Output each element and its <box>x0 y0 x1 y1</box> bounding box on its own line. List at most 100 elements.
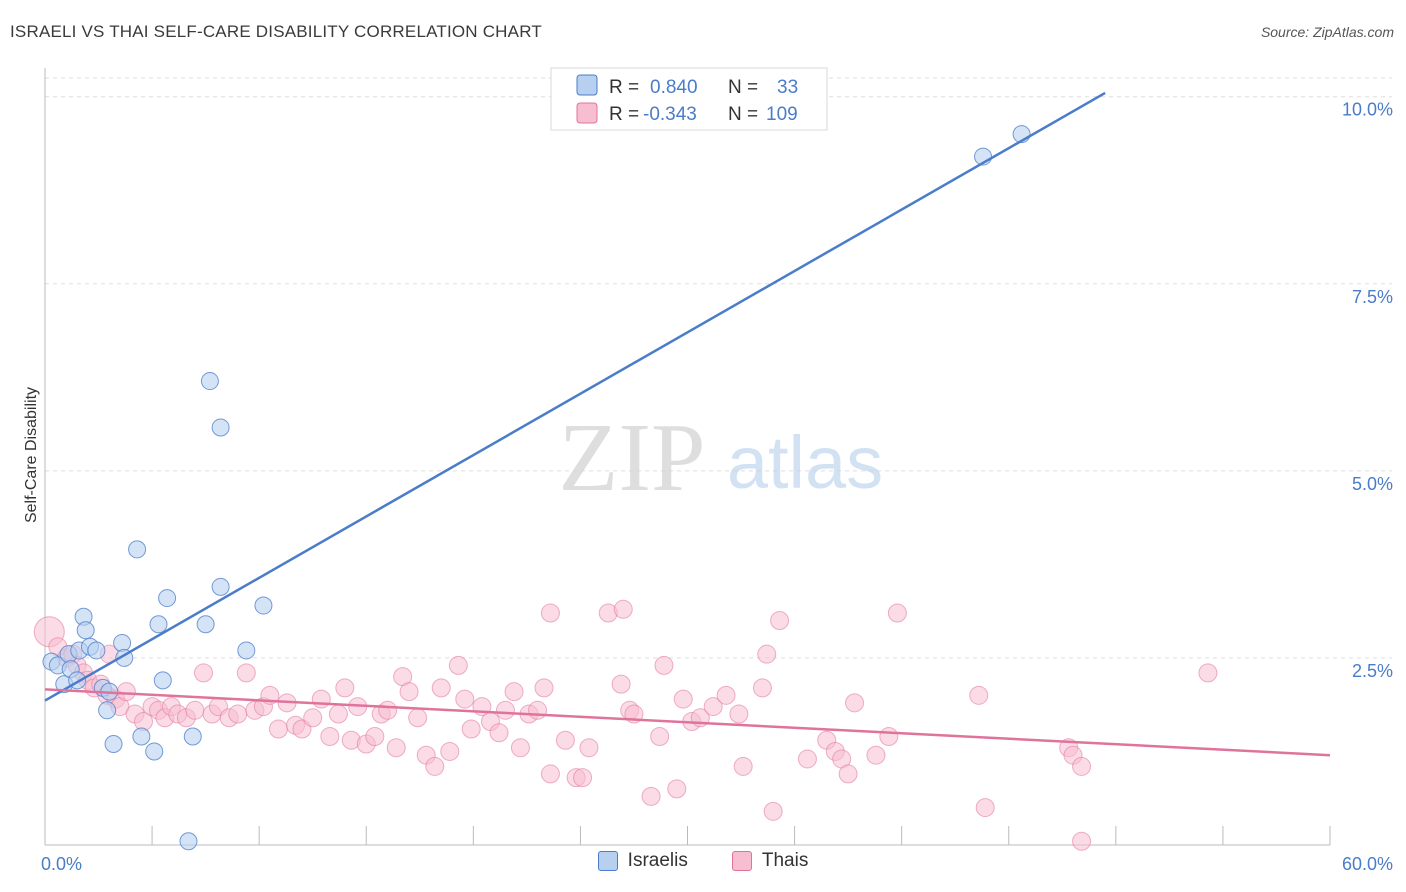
data-point-thais <box>729 704 749 724</box>
data-point-israelis <box>196 615 215 634</box>
y-tick-label: 7.5% <box>1352 287 1393 307</box>
data-point-thais <box>975 798 995 818</box>
data-point-thais <box>641 786 661 806</box>
y-axis-label: Self-Care Disability <box>23 387 40 523</box>
legend-n-label-thais: N = <box>728 104 758 125</box>
legend-swatch-thais <box>576 102 598 124</box>
data-point-israelis <box>98 701 117 720</box>
data-point-thais <box>845 693 865 713</box>
legend-item-israelis: Israelis <box>597 850 688 872</box>
data-point-thais <box>1198 663 1218 683</box>
data-point-thais <box>378 700 398 720</box>
x-tick-label: 60.0% <box>1342 854 1393 874</box>
data-point-thais <box>757 644 777 664</box>
data-point-thais <box>504 682 524 702</box>
data-point-thais <box>236 663 256 683</box>
legend-r-value-thais: -0.343 <box>643 104 697 125</box>
legend-item-thais: Thais <box>731 850 809 872</box>
data-point-thais <box>116 682 136 702</box>
watermark-atlas: atlas <box>727 421 883 504</box>
legend-r-value-israelis: 0.840 <box>650 77 698 98</box>
data-point-thais <box>1072 831 1092 851</box>
data-point-israelis <box>179 832 198 851</box>
data-point-thais <box>510 738 530 758</box>
data-point-israelis <box>145 742 164 761</box>
data-point-thais <box>431 678 451 698</box>
legend-label-thais: Thais <box>761 850 809 871</box>
data-point-thais <box>703 697 723 717</box>
trend-line-thais <box>44 688 1331 757</box>
data-point-thais <box>879 726 899 746</box>
data-point-israelis <box>87 641 106 660</box>
data-point-thais <box>408 708 428 728</box>
y-tick-label: 2.5% <box>1352 661 1393 681</box>
data-point-thais <box>838 764 858 784</box>
data-point-thais <box>365 726 385 746</box>
data-point-israelis <box>128 540 147 559</box>
data-point-israelis <box>211 577 230 596</box>
data-point-thais <box>613 599 633 619</box>
data-point-thais <box>399 682 419 702</box>
data-point-thais <box>673 689 693 709</box>
watermark-zip: ZIP <box>559 404 706 512</box>
data-point-israelis <box>113 633 132 652</box>
data-point-thais <box>328 704 348 724</box>
data-point-israelis <box>104 734 123 753</box>
data-point-thais <box>228 704 248 724</box>
data-point-thais <box>303 708 323 728</box>
data-point-israelis <box>200 372 219 391</box>
data-point-thais <box>797 749 817 769</box>
data-point-thais <box>320 726 340 746</box>
data-point-thais <box>1072 756 1092 776</box>
gridlines <box>45 77 1392 659</box>
x-tick-labels: 0.0% 60.0% <box>41 854 1393 874</box>
data-point-thais <box>969 685 989 705</box>
watermark: ZIP atlas <box>559 404 884 512</box>
chart-title: ISRAELI VS THAI SELF-CARE DISABILITY COR… <box>10 22 542 41</box>
data-point-israelis <box>149 615 168 634</box>
data-point-thais <box>611 674 631 694</box>
data-point-thais <box>763 801 783 821</box>
data-point-thais <box>540 603 560 623</box>
data-point-thais <box>540 764 560 784</box>
data-point-thais <box>716 685 736 705</box>
data-point-israelis <box>158 589 177 608</box>
data-point-thais <box>555 730 575 750</box>
data-point-thais <box>268 719 288 739</box>
data-point-thais <box>455 689 475 709</box>
trend-line-israelis <box>44 91 1106 702</box>
data-point-israelis <box>132 727 151 746</box>
data-point-thais <box>528 700 548 720</box>
legend-n-value-thais: 109 <box>766 104 798 125</box>
data-point-thais <box>425 756 445 776</box>
legend-swatch-thais-bottom <box>731 851 752 871</box>
trend-lines <box>44 91 1331 757</box>
legend-r-label-israelis: R = <box>609 77 639 98</box>
data-point-thais <box>534 678 554 698</box>
data-point-thais <box>495 700 515 720</box>
data-point-thais <box>887 603 907 623</box>
legend-label-israelis: Israelis <box>627 850 688 871</box>
axes <box>44 68 1331 846</box>
y-tick-label: 5.0% <box>1352 474 1393 494</box>
data-point-thais <box>752 678 772 698</box>
legend-n-label-israelis: N = <box>728 77 758 98</box>
y-tick-labels: 2.5% 5.0% 7.5% 10.0% <box>1342 100 1393 681</box>
data-point-thais <box>185 700 205 720</box>
series-israelis-points <box>42 125 1031 851</box>
legend-swatch-israelis <box>576 74 598 96</box>
data-point-thais <box>448 655 468 675</box>
y-tick-label: 10.0% <box>1342 100 1393 120</box>
data-point-thais <box>866 745 886 765</box>
data-point-thais <box>650 726 670 746</box>
data-point-thais <box>573 768 593 788</box>
legend-r-label-thais: R = <box>609 104 639 125</box>
data-point-thais <box>654 655 674 675</box>
series-legend: Israelis Thais <box>0 850 1406 872</box>
series-thais-points <box>33 599 1218 851</box>
data-point-thais <box>770 611 790 631</box>
data-point-thais <box>733 756 753 776</box>
data-point-thais <box>440 741 460 761</box>
legend-n-value-israelis: 33 <box>777 77 798 98</box>
data-point-thais <box>335 678 355 698</box>
